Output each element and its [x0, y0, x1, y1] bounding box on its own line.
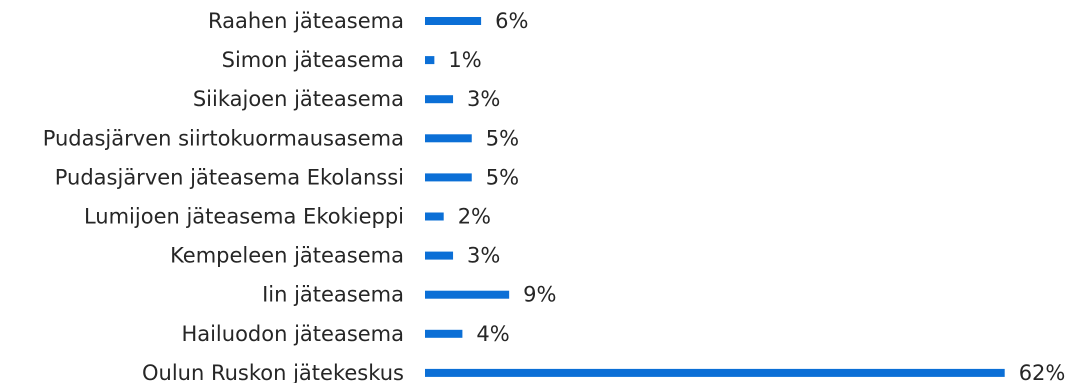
data-label: 2% — [458, 205, 491, 229]
bar — [425, 173, 472, 182]
data-label: 5% — [486, 126, 519, 150]
bar — [425, 251, 454, 260]
bar — [425, 290, 510, 299]
category-label: Pudasjärven jäteasema Ekolanssi — [55, 165, 404, 189]
data-label: 9% — [523, 283, 556, 307]
bar — [425, 212, 444, 221]
bar — [425, 95, 454, 104]
bar — [425, 329, 463, 338]
data-label: 4% — [476, 322, 509, 346]
data-label: 1% — [448, 48, 481, 72]
category-label: Oulun Ruskon jätekeskus — [142, 361, 404, 383]
category-label: Iin jäteasema — [262, 283, 404, 307]
bars-layer: Raahen jäteasema 6% Simon jäteasema 1% Siika… — [43, 9, 1066, 383]
bar — [425, 368, 1005, 377]
category-label: Pudasjärven siirtokuormausasema — [43, 126, 404, 150]
bar — [425, 17, 482, 25]
data-label: 3% — [467, 87, 500, 111]
data-label: 3% — [467, 244, 500, 268]
bar — [425, 134, 472, 143]
category-label: Hailuodon jäteasema — [181, 322, 404, 346]
category-label: Kempeleen jäteasema — [170, 244, 404, 268]
data-label: 5% — [486, 165, 519, 189]
category-label: Raahen jäteasema — [208, 9, 404, 33]
category-label: Lumijoen jäteasema Ekokieppi — [84, 205, 404, 229]
category-label: Simon jäteasema — [222, 48, 404, 72]
data-label: 6% — [495, 9, 528, 33]
data-label: 62% — [1019, 361, 1066, 383]
bar — [425, 56, 435, 65]
category-label: Siikajoen jäteasema — [193, 87, 404, 111]
